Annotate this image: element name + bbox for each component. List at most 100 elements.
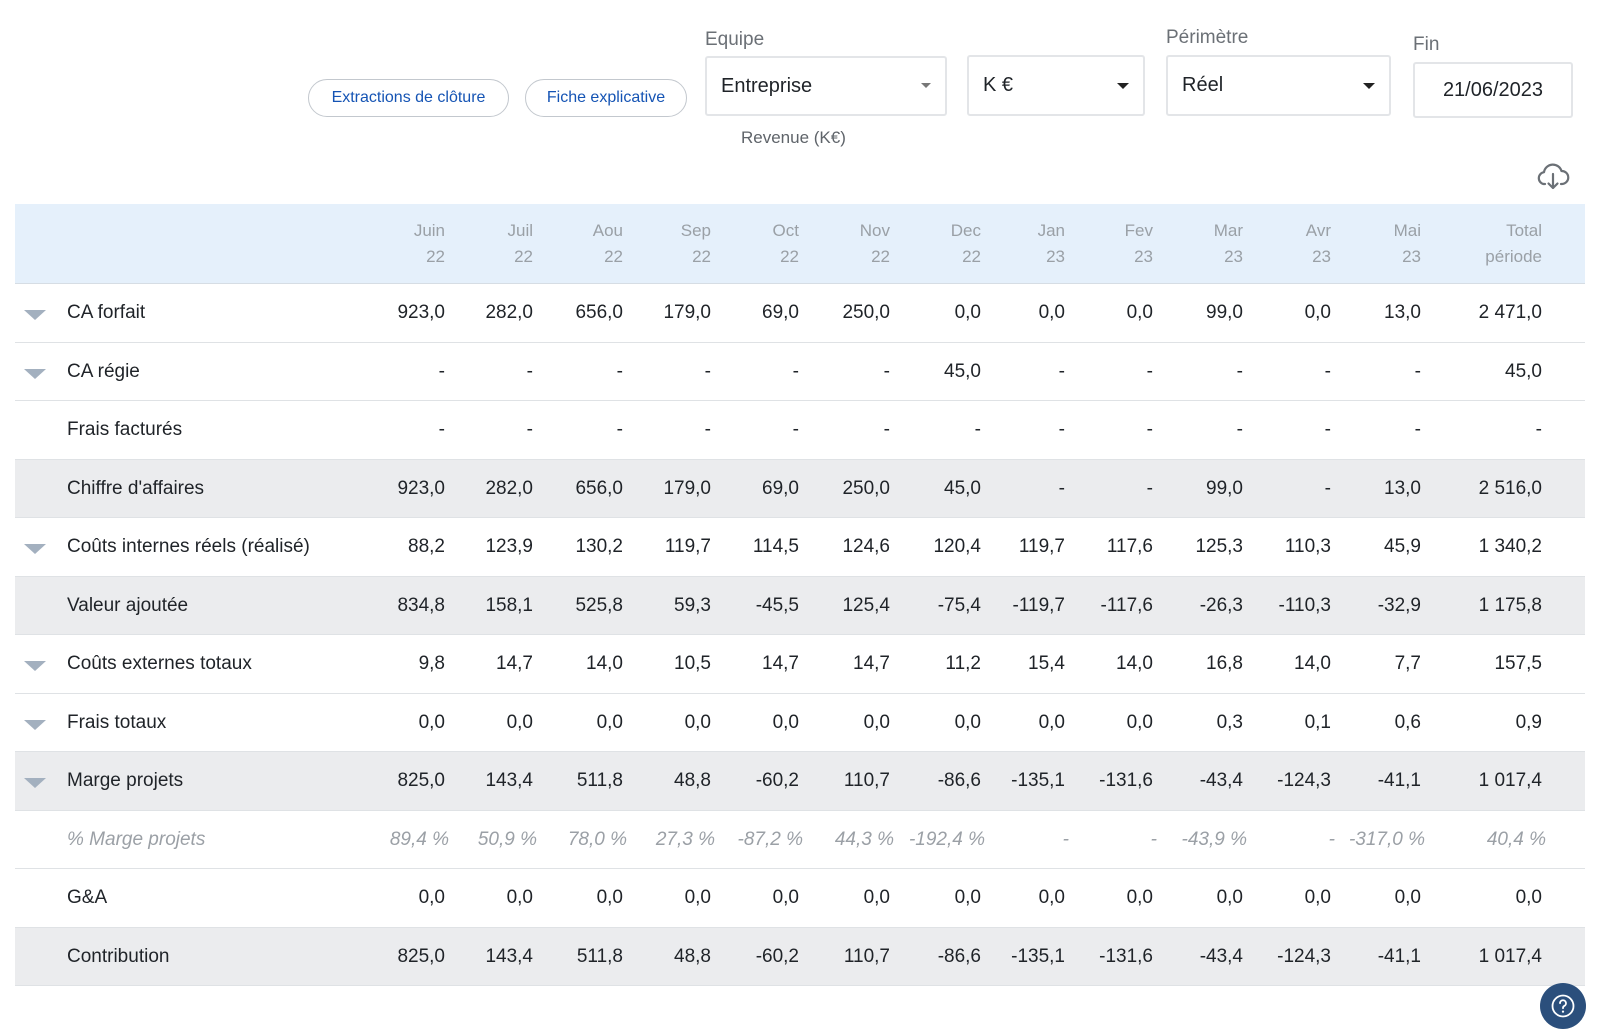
table-cell: 179,0 [663, 477, 711, 499]
table-cell: 0,0 [954, 711, 981, 733]
column-header-label: Dec [950, 221, 981, 240]
column-header-sublabel: 22 [426, 247, 445, 266]
chevron-down-icon[interactable] [24, 310, 46, 320]
table-cell: 0,0 [418, 711, 445, 733]
table-cell: 0,0 [1126, 302, 1153, 323]
table-cell: 123,9 [485, 536, 533, 557]
table-cell: -43,9 % [1181, 828, 1247, 850]
row-label: Frais totaux [67, 711, 167, 733]
chevron-down-icon[interactable] [24, 719, 46, 730]
table-cell: 14,7 [853, 653, 890, 674]
table-row: Valeur ajoutée 834,8 158,1 525,8 59,3 -45,5 12… [15, 576, 1585, 635]
table-cell: -60,2 [755, 945, 799, 967]
table-cell: 282,0 [485, 302, 533, 323]
table-cell: - [792, 419, 799, 440]
column-header-label: Juin [413, 221, 445, 240]
table-cell: 13,0 [1384, 477, 1421, 499]
table-cell: 0,0 [954, 887, 981, 908]
column-header: Fev 23 [1073, 218, 1153, 270]
table-cell: 14,7 [496, 653, 533, 674]
column-header-sublabel: 23 [1402, 247, 1421, 266]
table-cell: 179,0 [663, 302, 711, 323]
chevron-down-icon[interactable] [24, 661, 46, 671]
column-header: Oct 22 [719, 218, 799, 270]
table-cell: 120,4 [933, 536, 981, 557]
table-cell: 110,3 [1284, 536, 1331, 557]
table-cell: 89,4 % [389, 828, 449, 850]
table-cell: 157,5 [1494, 653, 1542, 674]
equipe-select[interactable]: Entreprise [705, 56, 947, 116]
column-header-sublabel: 23 [1134, 247, 1153, 266]
table-cell: -117,6 [1100, 594, 1153, 616]
extractions-button[interactable]: Extractions de clôture [308, 79, 509, 117]
table-cell: 158,1 [485, 594, 533, 616]
revenue-table: Juin 22 Juil 22 Aou 22 Sep 22 Oct 22 Nov 22 Dec 22 Jan… [15, 204, 1585, 986]
table-cell: 45,0 [944, 360, 981, 382]
table-cell: -131,6 [1099, 770, 1153, 791]
table-cell: 48,8 [674, 770, 711, 791]
table-cell: 88,2 [408, 536, 445, 557]
table-cell: - [1328, 828, 1335, 850]
table-cell: - [1324, 477, 1331, 499]
table-cell: - [616, 419, 623, 440]
table-cell: 0,0 [418, 887, 445, 908]
table-cell: 125,4 [842, 594, 890, 616]
table-cell: 45,0 [1505, 360, 1542, 382]
column-header-label: Nov [859, 221, 890, 240]
table-cell: -45,5 [755, 594, 799, 616]
cloud-download-icon[interactable] [1536, 160, 1570, 194]
table-cell: 99,0 [1206, 477, 1243, 499]
column-header: Aou 22 [543, 218, 623, 270]
column-header-label: Oct [772, 221, 799, 240]
column-header-sublabel: 22 [692, 247, 711, 266]
table-cell: - [526, 419, 533, 440]
table-cell: 124,6 [842, 536, 890, 557]
row-label: Coûts externes totaux [67, 653, 252, 674]
table-cell: - [526, 360, 533, 382]
table-cell: - [1058, 360, 1065, 382]
table-cell: - [1150, 828, 1157, 850]
table-cell: -119,7 [1012, 594, 1065, 616]
table-cell: -43,4 [1199, 770, 1243, 791]
fiche-explicative-button[interactable]: Fiche explicative [525, 79, 687, 117]
column-header-sublabel: 22 [871, 247, 890, 266]
chevron-down-icon[interactable] [24, 778, 46, 788]
table-cell: - [1236, 360, 1243, 382]
row-label: Contribution [67, 945, 170, 967]
table-cell: -26,3 [1199, 594, 1243, 616]
table-cell: 0,9 [1515, 711, 1542, 733]
table-row: Frais facturés - - - - - - - - - - - - - [15, 401, 1585, 460]
perimetre-select[interactable]: Réel [1166, 55, 1391, 116]
column-header: Mar 23 [1163, 218, 1243, 270]
table-cell: -43,4 [1199, 945, 1243, 967]
fin-label: Fin [1413, 34, 1440, 55]
table-cell: 45,9 [1384, 536, 1421, 557]
column-header-sublabel: 22 [962, 247, 981, 266]
table-cell: 825,0 [397, 770, 445, 791]
table-cell: 0,0 [596, 711, 623, 733]
table-cell: - [1062, 828, 1069, 850]
table-cell: - [1146, 477, 1153, 499]
table-cell: -135,1 [1011, 770, 1065, 791]
table-cell: 0,0 [863, 887, 890, 908]
table-cell: 110,7 [843, 770, 890, 791]
unit-select[interactable]: K € [967, 55, 1145, 116]
table-cell: 0,0 [1038, 887, 1065, 908]
table-cell: -317,0 % [1348, 828, 1425, 850]
chevron-down-icon[interactable] [24, 368, 46, 379]
column-header-label: Jan [1037, 221, 1065, 240]
table-cell: 0,0 [772, 887, 799, 908]
fin-date-input[interactable] [1413, 62, 1573, 118]
table-cell: 14,0 [586, 653, 623, 674]
table-cell: - [1058, 477, 1065, 499]
table-cell: -86,6 [937, 770, 981, 791]
table-cell: 0,0 [684, 711, 711, 733]
table-cell: -124,3 [1277, 770, 1331, 791]
help-button[interactable] [1540, 983, 1586, 1029]
table-cell: - [883, 419, 890, 440]
chevron-down-icon[interactable] [24, 544, 46, 554]
table-row: Coûts internes réels (réalisé) 88,2 123,9 1… [15, 518, 1585, 577]
equipe-label: Equipe [705, 29, 765, 50]
table-cell: - [974, 419, 981, 440]
table-cell: -60,2 [755, 770, 799, 791]
